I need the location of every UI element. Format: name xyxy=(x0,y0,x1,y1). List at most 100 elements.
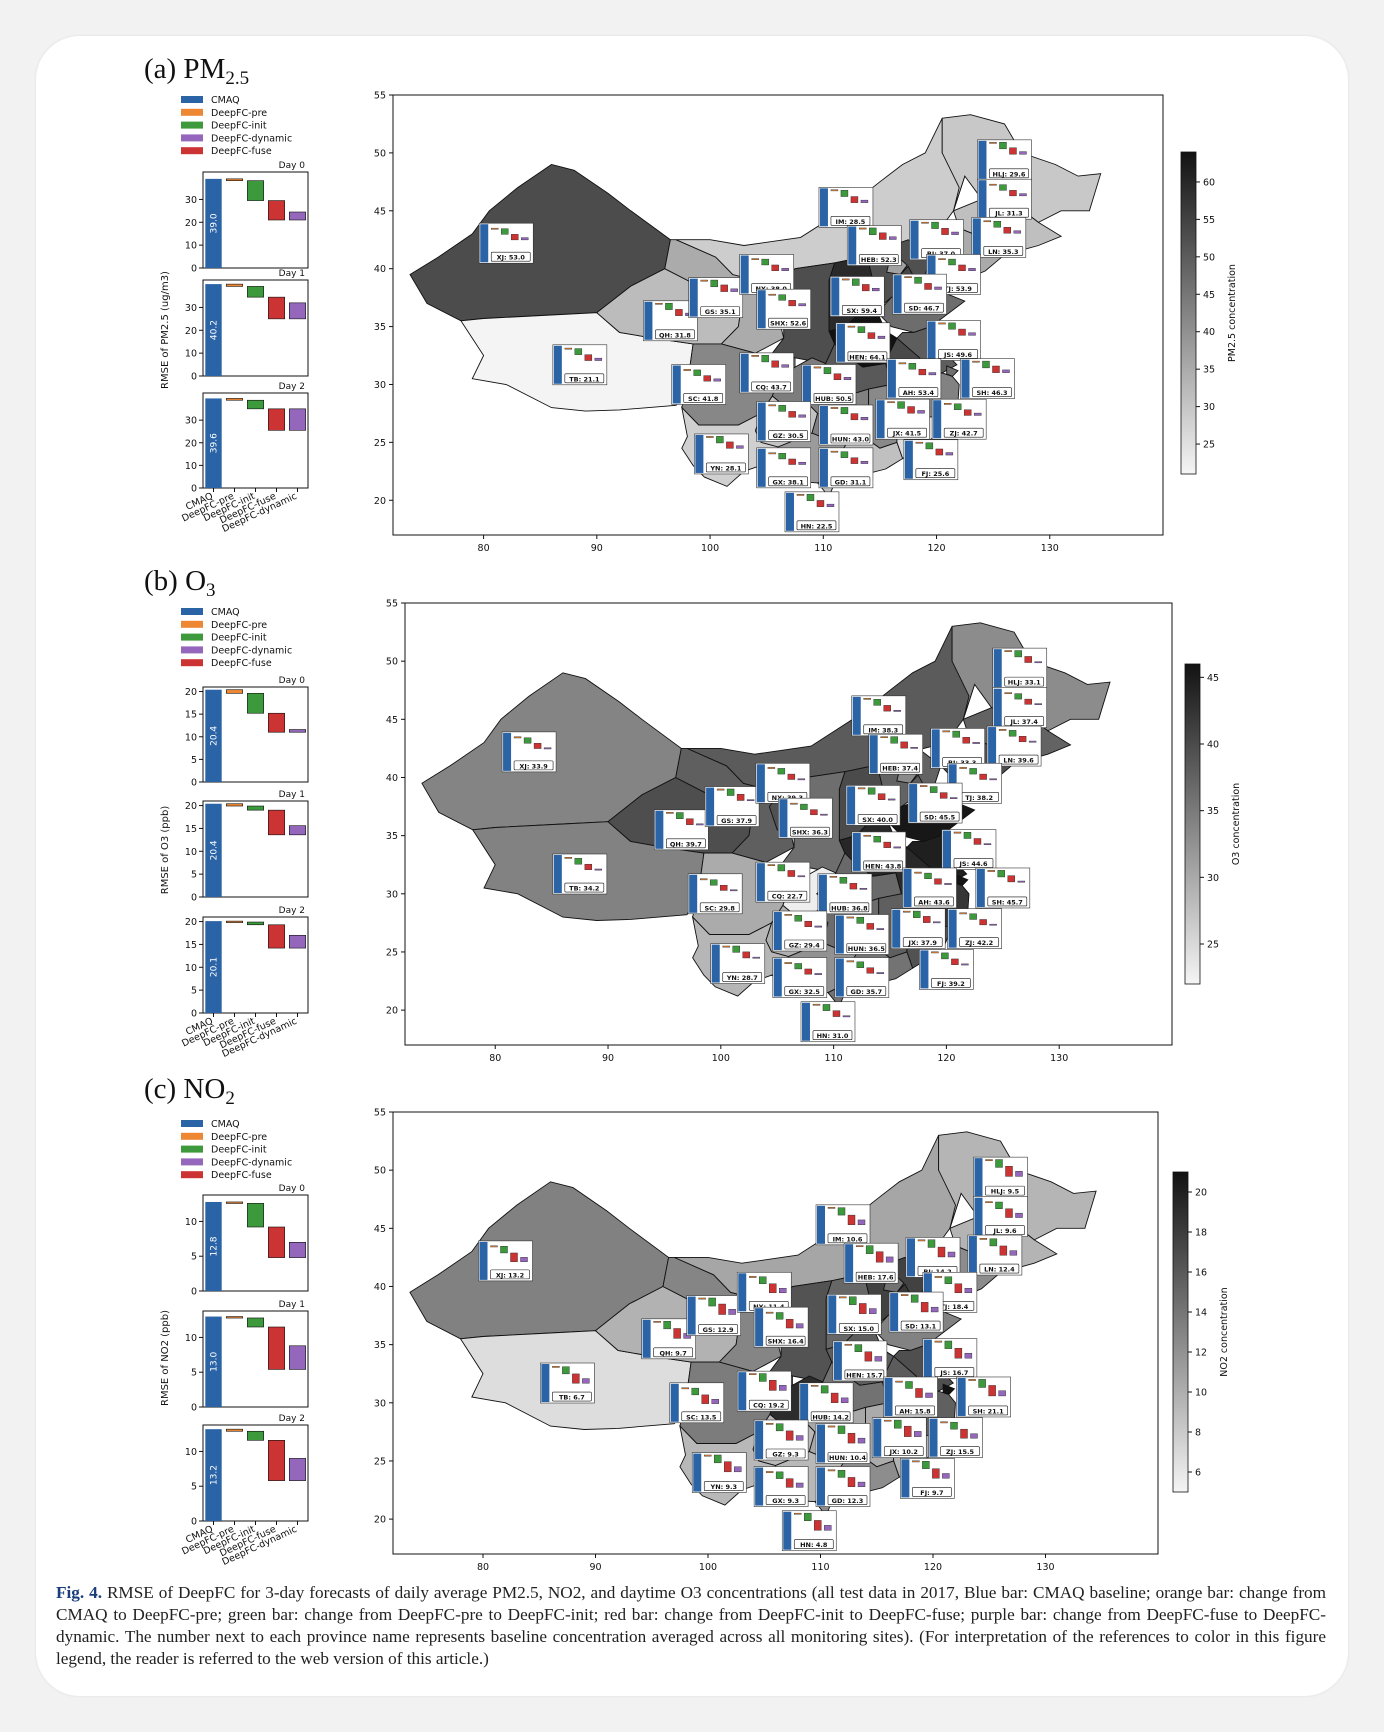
inset-label-box xyxy=(998,754,1039,765)
province-label: YN: 28.7 xyxy=(726,974,758,982)
inset-label-box xyxy=(972,387,1012,397)
inset-bar xyxy=(820,813,828,816)
inset-bar xyxy=(533,743,542,749)
province-map: 80 90 100 110 120 130 20 25 30 35 40 45 50 55 XJ: 33.9… xyxy=(386,599,1173,1064)
inset-bar xyxy=(982,360,990,369)
bar-deepfc-fuse xyxy=(268,1226,285,1258)
inset-bar xyxy=(857,1219,866,1225)
inset-bar xyxy=(856,916,865,924)
inset-bar-cmaq xyxy=(835,958,844,997)
inset-label-box xyxy=(564,373,605,384)
province-label: SX: 15.0 xyxy=(843,1325,874,1333)
inset-label-box xyxy=(844,1369,885,1380)
inset-bar xyxy=(700,279,708,282)
bar-deepfc-fuse xyxy=(268,1326,285,1370)
inset-bar xyxy=(944,883,952,885)
inset-bar xyxy=(521,237,529,241)
inset-bar xyxy=(691,1387,699,1396)
y-tick-label: 0 xyxy=(191,1009,197,1020)
colorbar-tick-label: 18 xyxy=(1195,1228,1207,1239)
inset-bar xyxy=(998,729,1007,731)
inset-bar xyxy=(917,1239,926,1242)
inset-bar xyxy=(777,768,786,775)
inset-bar xyxy=(686,818,694,825)
inset-label-box xyxy=(810,1411,851,1422)
bar-deepfc-init xyxy=(247,1203,264,1228)
inset-bar-cmaq xyxy=(801,1002,810,1041)
inset-bar-cmaq xyxy=(923,1339,932,1378)
inset-bar-cmaq xyxy=(942,830,951,869)
inset-bar-cmaq xyxy=(689,874,698,913)
province-label: HLJ: 9.5 xyxy=(991,1188,1020,1196)
legend-swatch xyxy=(181,608,203,615)
y-tick-label: 0 xyxy=(191,1517,197,1528)
inset-bar xyxy=(710,279,718,288)
inset-bar-cmaq xyxy=(785,492,794,531)
inset-bar xyxy=(847,325,856,328)
inset-bar xyxy=(972,742,980,744)
inset-bar xyxy=(726,441,734,449)
inset-bar xyxy=(510,1252,518,1262)
inset-bar xyxy=(959,767,967,769)
map-y-tick-label: 20 xyxy=(374,1515,386,1526)
province-inset: JS: 44.6 xyxy=(941,829,997,870)
province-inset: HLJ: 33.1 xyxy=(992,647,1048,689)
inset-bar xyxy=(925,1392,933,1398)
province-label: SH: 45.7 xyxy=(992,898,1023,906)
province-label: TJ: 38.2 xyxy=(965,794,993,802)
legend-label: DeepFC-init xyxy=(211,1145,267,1156)
map-y-tick-label: 25 xyxy=(386,947,398,958)
inset-label-box xyxy=(784,939,825,950)
inset-bar xyxy=(934,1276,943,1278)
inset-bar xyxy=(910,747,918,749)
inset-bar xyxy=(997,870,1006,878)
inset-bar xyxy=(842,1015,851,1018)
y-tick-label: 0 xyxy=(191,893,197,904)
inset-label-box xyxy=(830,476,871,487)
inset-label-box xyxy=(765,1495,806,1505)
inset-bar xyxy=(866,967,875,974)
y-tick-label: 15 xyxy=(185,710,197,721)
legend-swatch xyxy=(181,134,203,142)
inset-label-box xyxy=(985,1225,1025,1235)
inset-bar-cmaq xyxy=(933,400,942,439)
map-y-tick-label: 40 xyxy=(374,264,386,275)
legend-label: CMAQ xyxy=(211,1119,240,1130)
inset-bar xyxy=(759,1276,767,1284)
legend-label: DeepFC-dynamic xyxy=(211,133,292,144)
province-inset: SD: 46.7 xyxy=(892,273,947,315)
colorbar: 6 8 10 12 14 16 18 20 NO2 concentration xyxy=(1172,1171,1230,1493)
inset-bar-cmaq xyxy=(756,764,765,803)
province-label: HLJ: 33.1 xyxy=(1008,679,1041,687)
province-label: ZJ: 15.5 xyxy=(946,1448,975,1456)
inset-bar xyxy=(950,1421,958,1430)
province-inset: YN: 28.7 xyxy=(710,943,766,984)
inset-bar xyxy=(850,413,859,421)
inset-bar-cmaq xyxy=(818,874,827,913)
province-label: HEB: 17.6 xyxy=(858,1274,894,1282)
inset-bar xyxy=(877,335,886,339)
province-inset: NX: 39.3 xyxy=(755,762,811,804)
inset-bar xyxy=(765,1471,774,1473)
inset-bar xyxy=(490,1245,498,1248)
inset-label-box xyxy=(857,814,898,824)
inset-bar xyxy=(520,1257,528,1262)
inset-bar xyxy=(1014,650,1022,658)
province-inset: GX: 9.3 xyxy=(753,1466,809,1507)
colorbar-tick-label: 30 xyxy=(1203,402,1215,413)
province-label: LN: 12.4 xyxy=(984,1266,1015,1274)
inset-bar xyxy=(797,778,806,781)
inset-bar xyxy=(952,730,960,738)
inset-bar xyxy=(840,407,849,415)
bar-cmaq xyxy=(205,803,222,897)
inset-bar xyxy=(726,788,735,796)
province-inset: GD: 35.7 xyxy=(834,957,890,998)
inset-bar-cmaq xyxy=(920,950,929,989)
y-tick-label: 0 xyxy=(191,484,197,495)
inset-bar xyxy=(995,1201,1003,1209)
inset-bar xyxy=(938,258,946,260)
inset-bar xyxy=(863,698,871,700)
inset-bar xyxy=(804,1512,812,1521)
inset-label-box xyxy=(683,393,724,403)
inset-bar xyxy=(964,1288,973,1294)
